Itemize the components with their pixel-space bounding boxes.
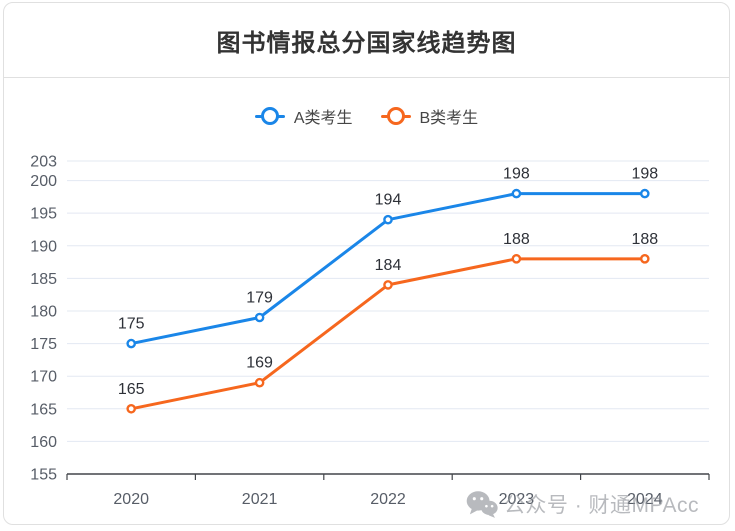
chart-legend: A类考生 B类考生	[4, 101, 729, 131]
data-point[interactable]	[254, 312, 265, 323]
data-point[interactable]	[126, 338, 136, 349]
y-tick-label: 185	[30, 271, 57, 288]
y-tick-label: 195	[30, 206, 57, 223]
value-label: 198	[631, 166, 658, 183]
y-tick-label: 180	[30, 303, 57, 320]
value-label: 194	[375, 192, 402, 209]
value-label: 165	[118, 381, 145, 398]
data-point[interactable]	[126, 403, 136, 414]
x-tick-label: 2021	[242, 491, 278, 508]
legend-item-a-series[interactable]: A类考生	[254, 104, 353, 128]
data-point[interactable]	[383, 214, 393, 225]
x-tick-label: 2024	[627, 491, 663, 508]
legend-item-b-series[interactable]: B类考生	[380, 104, 479, 128]
data-point[interactable]	[640, 254, 650, 264]
y-tick-label: 200	[30, 173, 57, 190]
value-label: 198	[503, 166, 530, 183]
y-tick-label: 175	[30, 336, 57, 353]
y-tick-label: 160	[30, 434, 57, 451]
y-tick-label: 190	[30, 238, 57, 255]
data-point[interactable]	[511, 254, 522, 264]
value-label: 169	[246, 355, 273, 372]
y-tick-label: 155	[30, 467, 57, 484]
value-label: 175	[118, 316, 145, 333]
x-tick-label: 2022	[370, 491, 406, 508]
chart-card: 图书情报总分国家线趋势图 A类考生 B类考生 155 160 165 170 175 180…	[3, 2, 730, 525]
data-point[interactable]	[254, 377, 265, 388]
legend-label: A类考生	[293, 110, 353, 127]
x-tick-label: 2020	[113, 491, 149, 508]
x-tick-label: 2023	[499, 491, 535, 508]
y-tick-label: 165	[30, 401, 57, 418]
data-point[interactable]	[640, 188, 650, 199]
value-label: 179	[246, 290, 273, 307]
data-point[interactable]	[383, 280, 393, 290]
y-tick-label: 203	[30, 154, 57, 171]
legend-line-marker-icon	[254, 107, 285, 125]
value-label: 184	[375, 257, 402, 274]
data-point[interactable]	[511, 188, 522, 199]
y-tick-label: 170	[30, 369, 57, 386]
chart-title: 图书情报总分国家线趋势图	[216, 29, 517, 57]
trend-line-chart: 155 160 165 170 175 180 185 190 195 200 203 2020 202…	[30, 154, 710, 508]
legend-line-marker-icon	[380, 107, 411, 125]
legend-label: B类考生	[419, 110, 479, 127]
chart-area: A类考生 B类考生 155 160 165 170 175 180 185 190 195 200 2…	[4, 78, 729, 526]
value-label: 188	[503, 231, 530, 248]
chart-title-bar: 图书情报总分国家线趋势图	[4, 3, 729, 78]
value-label: 188	[631, 231, 658, 248]
